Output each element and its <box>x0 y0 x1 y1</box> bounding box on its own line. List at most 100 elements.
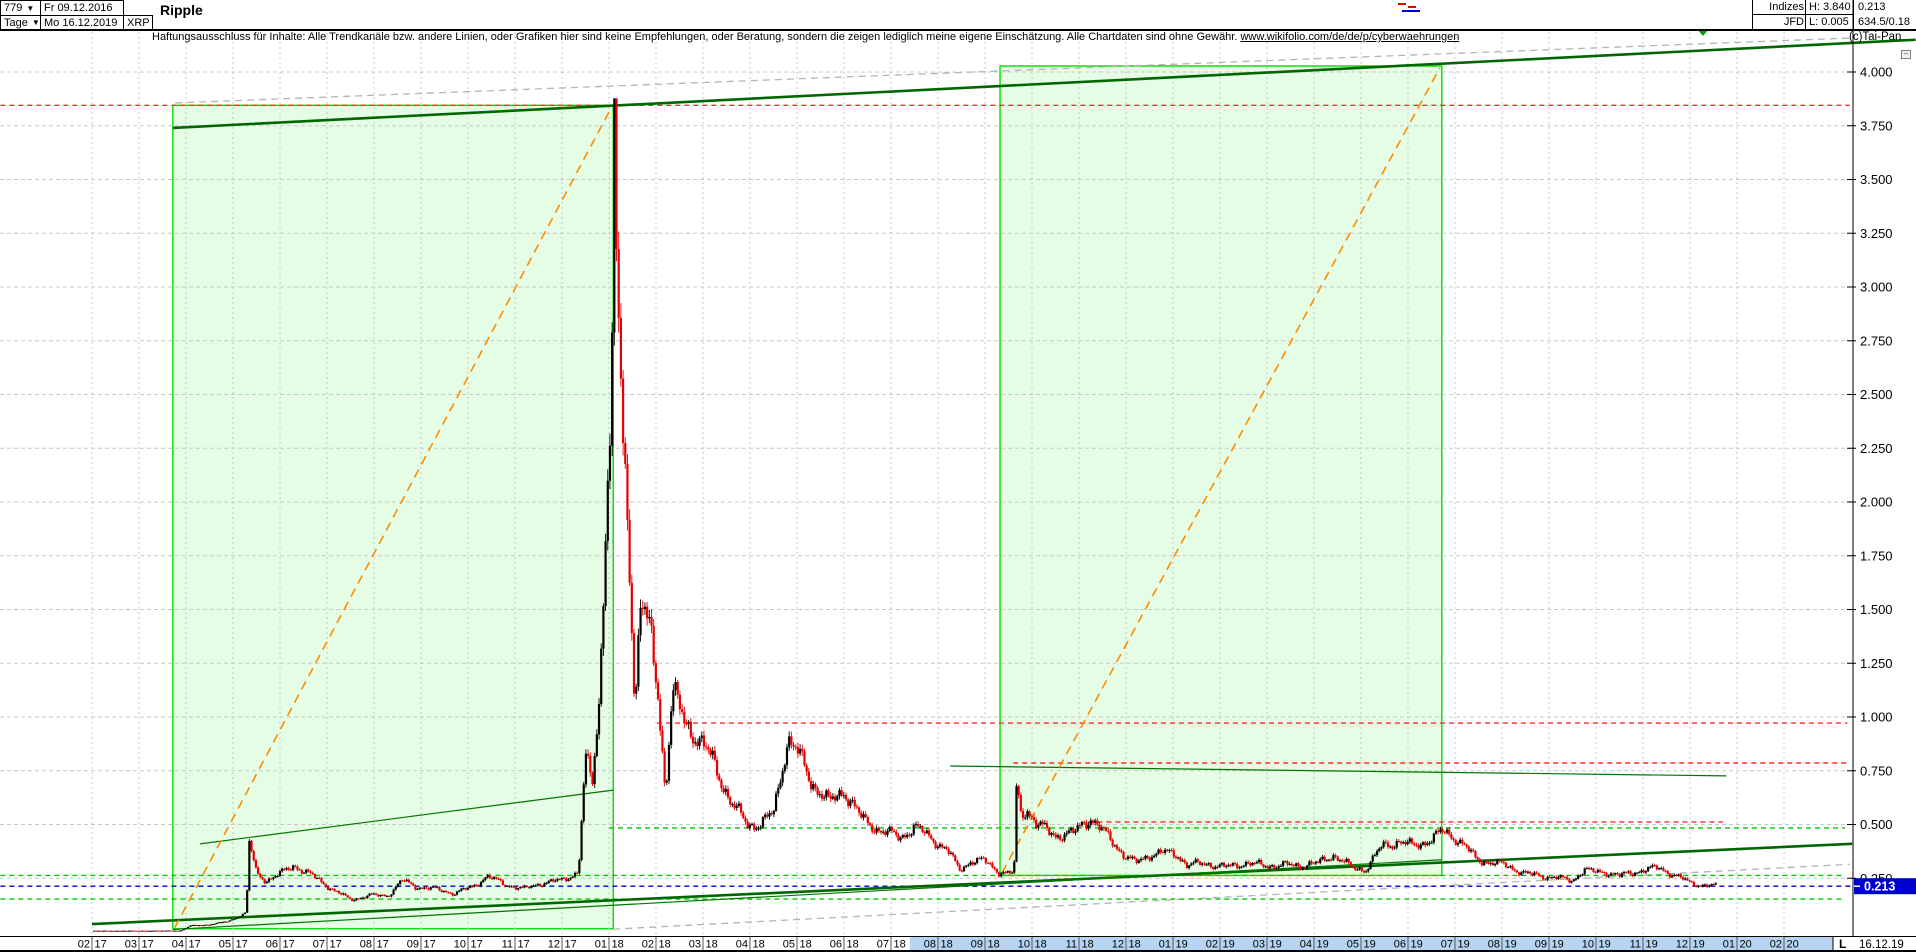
month-label: 02 <box>1770 939 1782 951</box>
price-tick-label: 0.500 <box>1860 817 1893 832</box>
symbol-field[interactable]: XRP <box>123 15 153 30</box>
month-label: 11 <box>1066 939 1077 951</box>
highlighted-date-range[interactable] <box>909 937 1833 950</box>
low-value: L: 0.005 <box>1809 16 1849 28</box>
trendlines <box>91 38 1916 931</box>
date-to-value: Mo 16.12.2019 <box>44 16 118 29</box>
month-label-year: 17 <box>236 939 248 951</box>
month-label: 08 <box>924 939 936 951</box>
gridlines <box>0 32 1853 936</box>
month-label-year: 20 <box>1787 939 1799 951</box>
price-tick-label: 3.000 <box>1860 280 1893 295</box>
gray-parallel-lines <box>175 37 1850 930</box>
month-label: 09 <box>407 939 419 951</box>
price-tick-label: 2.250 <box>1860 441 1893 456</box>
month-label: 08 <box>1488 939 1500 951</box>
price-tick-label: 2.750 <box>1860 333 1893 348</box>
month-label-year: 17 <box>189 939 201 951</box>
month-label-year: 17 <box>424 939 436 951</box>
date-to-field[interactable]: Mo 16.12.2019 <box>40 15 124 30</box>
month-axis: 02 17 03 17 04 17 05 17 06 17 07 17 08 17 09 17 10 17 11 17… <box>0 936 1916 952</box>
month-label: 09 <box>1535 939 1547 951</box>
broker-label[interactable]: JFD <box>1783 16 1804 28</box>
month-label-year: 17 <box>518 939 530 951</box>
month-label-year: 19 <box>1411 939 1423 951</box>
month-label-year: 18 <box>1035 939 1047 951</box>
bars-count-value: 779 <box>4 2 23 14</box>
month-label-year: 18 <box>1082 939 1094 951</box>
month-label: 06 <box>266 939 278 951</box>
month-label-year: 18 <box>941 939 953 951</box>
month-label: 04 <box>1300 939 1312 951</box>
red-mark-icon <box>1398 3 1406 5</box>
inner-channel-2017[interactable] <box>200 789 614 845</box>
last-value: 0.213 <box>1858 1 1886 13</box>
month-label-year: 18 <box>894 939 906 951</box>
price-tick-label: 4.000 <box>1860 65 1893 80</box>
header-divider <box>0 29 1916 31</box>
month-label-year: 17 <box>471 939 483 951</box>
price-tick-label: 2.500 <box>1860 387 1893 402</box>
month-label-year: 19 <box>1505 939 1517 951</box>
high-value: H: 3.840 <box>1809 1 1851 13</box>
trend-boxes <box>172 65 1443 930</box>
month-label: 09 <box>971 939 983 951</box>
log-scale-label[interactable]: L <box>1839 937 1846 951</box>
red-mark-icon <box>1408 6 1416 8</box>
neckline-2018[interactable] <box>950 765 1727 777</box>
month-label: 03 <box>689 939 701 951</box>
month-label-year: 19 <box>1552 939 1564 951</box>
month-label-year: 18 <box>706 939 718 951</box>
month-label-year: 19 <box>1317 939 1329 951</box>
price-tick-label: 1.500 <box>1860 602 1893 617</box>
month-label-year: 17 <box>330 939 342 951</box>
date-from-field[interactable]: Fr 09.12.2016 <box>40 0 124 16</box>
month-label-year: 19 <box>1646 939 1658 951</box>
collapse-icon[interactable]: – <box>1901 50 1911 59</box>
lower-support-thick[interactable] <box>91 842 1853 926</box>
chevron-down-icon: ▼ <box>26 3 35 13</box>
month-label: 04 <box>736 939 748 951</box>
orange-trend-diagonal[interactable] <box>174 108 612 929</box>
month-label-year: 17 <box>565 939 577 951</box>
price-tick-label: 3.750 <box>1860 118 1893 133</box>
indices-label[interactable]: Indizes <box>1769 1 1804 13</box>
price-tick-label: 1.750 <box>1860 548 1893 563</box>
month-label: 01 <box>595 939 607 951</box>
month-label: 07 <box>313 939 325 951</box>
month-label: 06 <box>1394 939 1406 951</box>
disclaimer-text: Haftungsausschluss für Inhalte: Alle Tre… <box>152 31 1459 43</box>
month-label: 10 <box>454 939 466 951</box>
candlesticks <box>93 98 1717 932</box>
support-2019[interactable] <box>172 859 1442 931</box>
last-price-badge: 0.213 <box>1854 878 1916 895</box>
month-label-year: 18 <box>659 939 671 951</box>
month-label: 10 <box>1018 939 1030 951</box>
month-label: 11 <box>1630 939 1641 951</box>
wikifolio-link[interactable]: www.wikifolio.com/de/de/p/cyberwaehrunge… <box>1240 31 1460 43</box>
price-axis: 4.000 3.750 3.500 3.250 3.000 2.750 2.500 2.250… <box>1847 0 1893 950</box>
price-tick-label: 2.000 <box>1860 495 1893 510</box>
period-dropdown[interactable]: Tage ▼ <box>0 15 41 30</box>
month-label: 02 <box>78 939 90 951</box>
price-tick-label: 1.000 <box>1860 710 1893 725</box>
month-label: 10 <box>1582 939 1594 951</box>
month-label: 03 <box>125 939 137 951</box>
chevron-down-icon: ▼ <box>31 18 40 27</box>
upper-channel-thick[interactable] <box>172 38 1916 130</box>
orange-diagonals <box>174 67 1441 929</box>
period-value: Tage <box>4 16 28 29</box>
month-label: 11 <box>502 939 513 951</box>
month-label-year: 17 <box>283 939 295 951</box>
month-label: 12 <box>1112 939 1124 951</box>
month-label-year: 18 <box>800 939 812 951</box>
month-label: 05 <box>219 939 231 951</box>
month-label-year: 19 <box>1458 939 1470 951</box>
horizontal-levels <box>0 104 1853 900</box>
price-tick-label: 3.500 <box>1860 172 1893 187</box>
bars-count-dropdown[interactable]: 779 ▼ <box>0 0 41 16</box>
orange-trend-diagonal[interactable] <box>1001 67 1441 874</box>
month-label-year: 17 <box>377 939 389 951</box>
month-label-year: 20 <box>1740 939 1752 951</box>
